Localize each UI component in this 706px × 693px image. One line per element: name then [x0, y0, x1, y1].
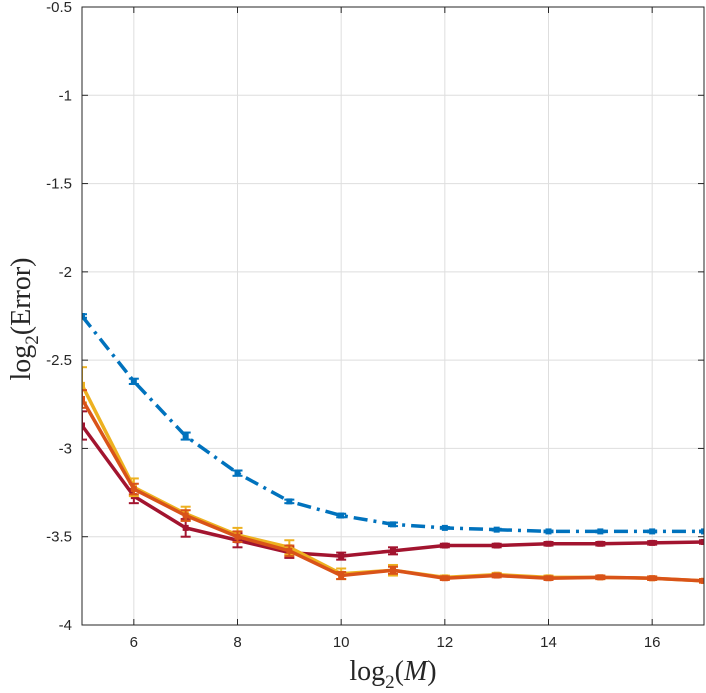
y-tick-label: -3: [59, 440, 72, 457]
x-tick-label: 8: [233, 634, 241, 651]
y-axis-label-close-paren: ): [6, 257, 37, 266]
data-point-blue: [338, 512, 345, 519]
data-point-orange: [286, 547, 293, 554]
data-point-orange: [597, 574, 604, 581]
data-point-red: [493, 542, 500, 549]
data-point-orange: [649, 575, 656, 582]
x-tick-label: 12: [436, 634, 453, 651]
data-point-orange: [701, 577, 704, 584]
data-point-blue: [390, 521, 396, 528]
data-point-blue: [441, 524, 448, 531]
y-tick-label: -3.5: [46, 529, 72, 546]
data-point-red: [390, 547, 396, 554]
x-tick-label: 10: [333, 634, 350, 651]
data-point-orange: [441, 575, 448, 582]
y-tick-label: -2: [59, 264, 72, 281]
y-axis-label-log: log: [6, 345, 37, 381]
x-axis-label-subscript: 2: [385, 672, 395, 693]
y-tick-label: -0.5: [46, 0, 72, 16]
data-point-yellow: [82, 381, 85, 388]
x-axis-label: log2(M): [349, 656, 436, 693]
data-point-red: [338, 553, 345, 560]
data-point-blue: [286, 498, 293, 505]
y-axis-label-variable: Error: [6, 266, 37, 326]
plot-background: [82, 7, 704, 625]
y-axis-label: log2(Error): [6, 257, 43, 380]
data-point-red: [597, 540, 604, 547]
data-point-blue: [701, 528, 704, 535]
data-point-blue: [82, 313, 85, 319]
data-point-orange: [493, 572, 500, 579]
x-axis-label-variable: M: [403, 656, 429, 687]
plot-area: [81, 6, 705, 626]
plot-frame: [81, 6, 705, 626]
ticks: [82, 6, 704, 626]
x-axis-label-close-paren: ): [427, 656, 436, 687]
data-point-orange: [545, 575, 552, 582]
data-point-blue: [493, 526, 500, 533]
y-tick-label: -4: [59, 617, 72, 634]
data-point-blue: [545, 528, 552, 535]
data-point-red: [649, 539, 656, 546]
x-tick-label: 14: [540, 634, 557, 651]
data-point-blue: [182, 433, 189, 440]
data-point-red: [545, 540, 552, 547]
series-blue: [82, 313, 704, 535]
y-tick-label: -1.5: [46, 176, 72, 193]
series-layer: [82, 313, 704, 584]
data-point-red: [82, 422, 85, 429]
x-tick-label: 6: [130, 634, 138, 651]
data-point-orange: [234, 533, 241, 540]
data-point-red: [441, 542, 448, 549]
data-point-blue: [234, 470, 241, 477]
data-point-orange: [390, 567, 396, 574]
data-point-red: [182, 524, 189, 531]
data-point-red: [701, 539, 704, 546]
x-axis-label-open-paren: (: [395, 656, 404, 687]
series-orange: [82, 389, 704, 584]
tick-labels: 6 8 10 12 14 16 -4 -3.5 -3 -2.5 -2 -1.5 -1 -0.5: [46, 0, 660, 651]
y-tick-label: -2.5: [46, 352, 72, 369]
data-point-orange: [130, 486, 137, 493]
x-tick-label: 16: [644, 634, 661, 651]
data-point-orange: [82, 395, 85, 402]
x-axis-label-log: log: [349, 656, 385, 687]
data-point-orange: [182, 512, 189, 519]
data-point-orange: [338, 572, 345, 579]
y-axis-label-subscript: 2: [22, 335, 43, 345]
data-point-blue: [649, 528, 656, 535]
series-red: [82, 410, 704, 561]
data-point-blue: [130, 378, 137, 385]
y-tick-label: -1: [59, 87, 72, 104]
data-point-blue: [597, 528, 604, 535]
y-axis-label-open-paren: (: [6, 326, 37, 335]
